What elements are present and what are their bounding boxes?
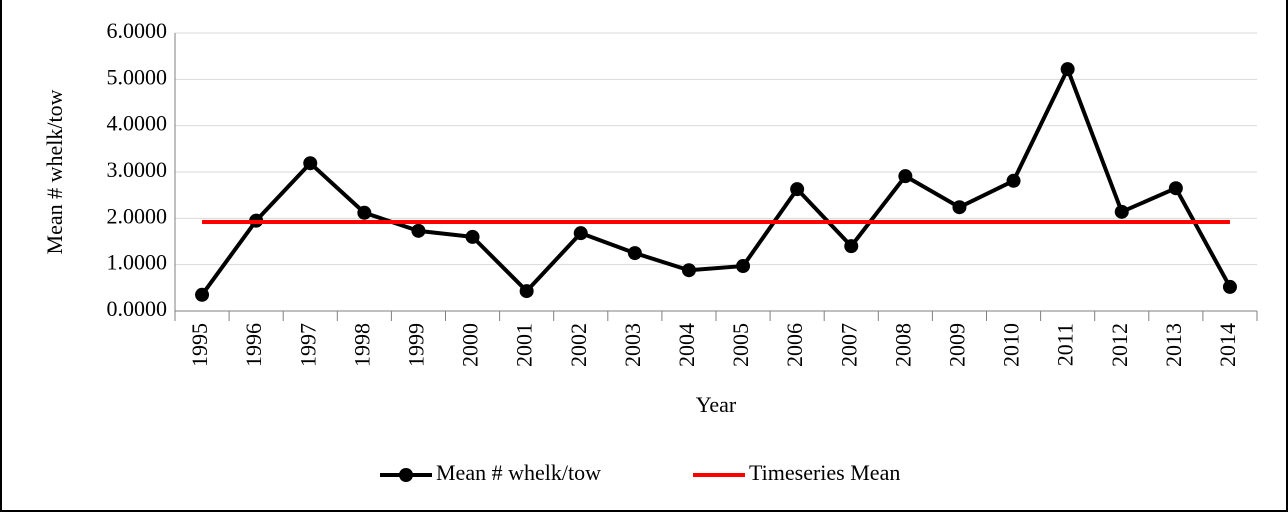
- data-point: [303, 156, 318, 171]
- data-point: [195, 287, 210, 302]
- y-tick-label: 1.0000: [107, 250, 168, 275]
- data-point: [681, 263, 696, 278]
- legend-label: Timeseries Mean: [749, 460, 900, 485]
- x-tick-label: 2009: [944, 323, 969, 367]
- data-point: [1114, 204, 1129, 219]
- x-tick-label: 2014: [1215, 323, 1240, 367]
- data-point: [1168, 181, 1183, 196]
- x-tick-label: 2008: [890, 323, 915, 367]
- y-tick-label: 5.0000: [107, 64, 168, 89]
- data-point: [1060, 62, 1075, 77]
- x-tick-label: 2002: [566, 323, 591, 367]
- data-point: [1006, 173, 1021, 188]
- x-tick-label: 2001: [512, 323, 537, 367]
- data-point: [736, 259, 751, 274]
- x-tick-label: 2012: [1107, 323, 1132, 367]
- data-point: [790, 182, 805, 197]
- y-tick-label: 0.0000: [107, 296, 168, 321]
- data-point: [411, 223, 426, 238]
- x-tick-label: 2005: [728, 323, 753, 367]
- x-tick-label: 2004: [674, 323, 699, 367]
- legend-label: Mean # whelk/tow: [436, 460, 601, 485]
- x-tick-label: 2013: [1161, 323, 1186, 367]
- y-tick-label: 3.0000: [107, 157, 168, 182]
- legend-marker: [399, 468, 413, 482]
- y-tick-label: 2.0000: [107, 203, 168, 228]
- series-line: [200, 67, 1232, 296]
- x-axis-title: Year: [696, 392, 737, 417]
- x-tick-label: 2011: [1053, 323, 1078, 366]
- y-tick-label: 6.0000: [107, 18, 168, 43]
- data-point: [627, 246, 642, 261]
- x-tick-label: 1998: [349, 323, 374, 367]
- x-tick-label: 2007: [836, 323, 861, 367]
- data-point: [573, 226, 588, 241]
- x-tick-label: 1996: [241, 323, 266, 367]
- x-tick-label: 2003: [620, 323, 645, 367]
- x-tick-label: 1995: [187, 323, 212, 367]
- data-point: [357, 205, 372, 220]
- y-axis-title: Mean # whelk/tow: [42, 89, 67, 254]
- data-point: [519, 284, 534, 299]
- data-point: [465, 229, 480, 244]
- x-tick-label: 1999: [403, 323, 428, 367]
- data-point: [1222, 279, 1237, 294]
- data-point: [898, 169, 913, 184]
- y-tick-label: 4.0000: [107, 111, 168, 136]
- data-point: [844, 239, 859, 254]
- x-tick-label: 2006: [782, 323, 807, 367]
- x-tick-label: 1997: [295, 323, 320, 367]
- data-point: [952, 200, 967, 215]
- x-tick-label: 2000: [458, 323, 483, 367]
- x-tick-label: 2010: [999, 323, 1024, 367]
